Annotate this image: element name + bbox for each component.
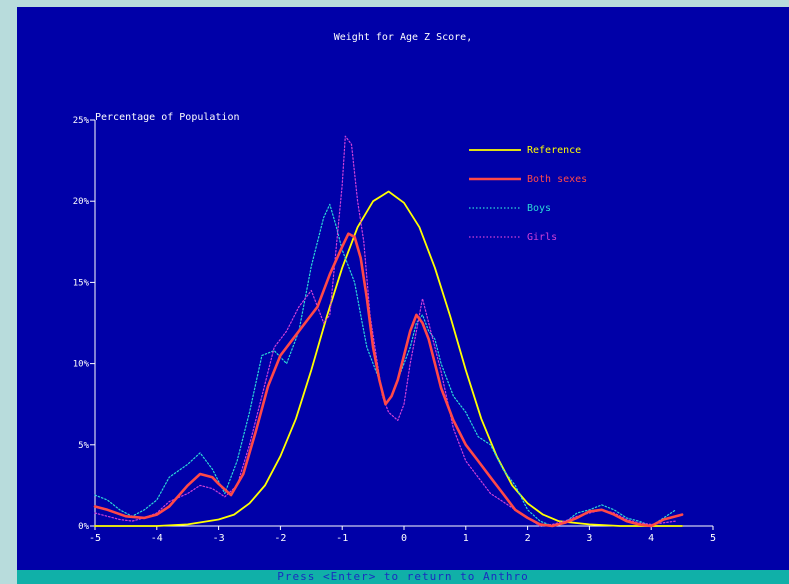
legend-label: Girls bbox=[527, 232, 557, 243]
status-text: Press <Enter> to return to Anthro bbox=[277, 570, 529, 583]
legend-label: Reference bbox=[527, 145, 581, 156]
series-line-girls bbox=[94, 135, 677, 527]
x-tick-label: -3 bbox=[213, 533, 225, 544]
chart-title: Weight for Age Z Score, bbox=[334, 32, 472, 43]
x-tick-label: -4 bbox=[151, 533, 163, 544]
legend-label: Both sexes bbox=[527, 174, 587, 185]
x-tick-label: 0 bbox=[401, 533, 407, 544]
y-tick-label: 10% bbox=[73, 360, 90, 370]
y-axis-label: Percentage of Population bbox=[95, 112, 240, 123]
y-tick-label: 0% bbox=[78, 522, 89, 532]
x-tick-label: -1 bbox=[336, 533, 348, 544]
x-tick-label: 1 bbox=[463, 533, 469, 544]
series-line-reference bbox=[94, 190, 683, 527]
chart-screen: Weight for Age Z Score, Percentage of Po… bbox=[17, 7, 789, 584]
y-tick-label: 15% bbox=[73, 278, 90, 288]
x-tick-label: 4 bbox=[648, 533, 654, 544]
axes-group: 0% 5% 10% 15% 20% 25% -5 -4 -3 -2 -1 0 1 2 3 4 5 bbox=[73, 116, 716, 544]
x-tick-label: 2 bbox=[525, 533, 531, 544]
y-tick-label: 25% bbox=[73, 116, 90, 126]
series-line-boys bbox=[94, 203, 677, 527]
x-tick-label: 3 bbox=[586, 533, 592, 544]
legend-label: Boys bbox=[527, 203, 551, 214]
y-tick-label: 20% bbox=[73, 197, 90, 207]
x-tick-label: 5 bbox=[710, 533, 716, 544]
series-line-both-sexes bbox=[93, 232, 684, 528]
status-bar: Press <Enter> to return to Anthro bbox=[17, 570, 789, 584]
y-tick-label: 5% bbox=[78, 441, 89, 451]
legend: Reference Both sexes Boys Girls bbox=[469, 145, 587, 243]
chart-svg: Weight for Age Z Score, Percentage of Po… bbox=[73, 32, 716, 544]
x-tick-label: -5 bbox=[89, 533, 101, 544]
x-tick-label: -2 bbox=[274, 533, 286, 544]
series-group bbox=[93, 135, 684, 528]
